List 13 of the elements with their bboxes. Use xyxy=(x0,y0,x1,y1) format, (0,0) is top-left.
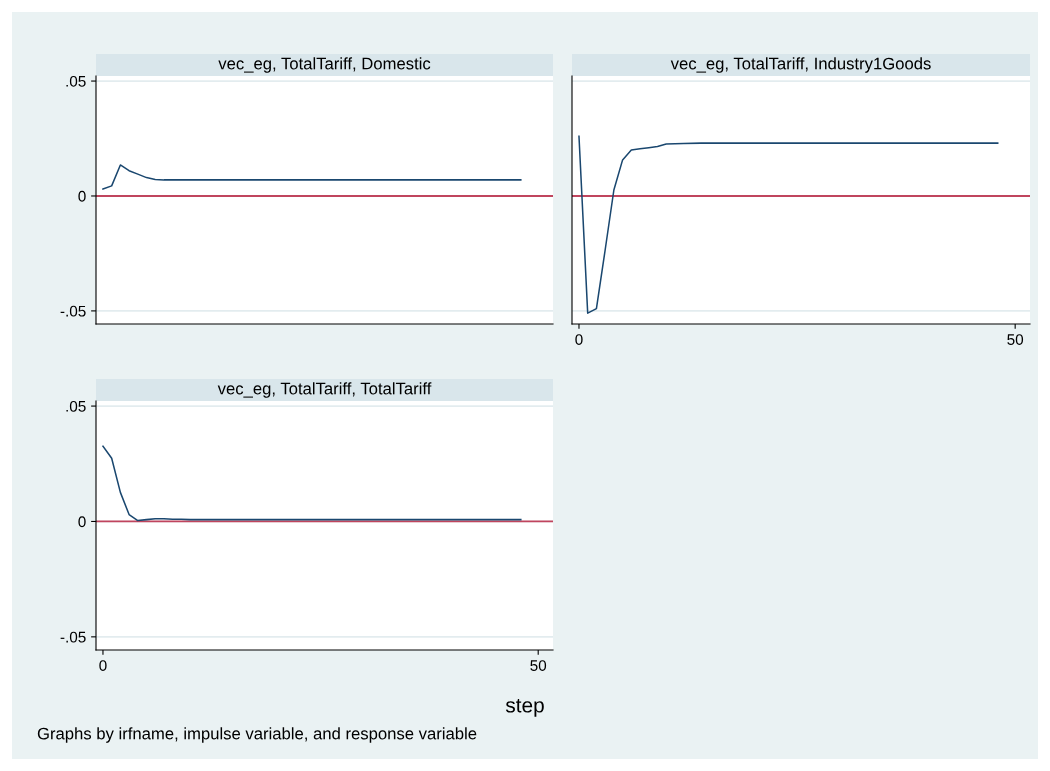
chart-title: vec_eg, TotalTariff, TotalTariff xyxy=(217,382,432,398)
text: Graphs by irfname, impulse variable, and response variable xyxy=(37,727,477,743)
chart-title: vec_eg, TotalTariff, Industry1Goods xyxy=(670,57,931,73)
y-tick-label: 0 xyxy=(78,190,86,202)
x-tick-label: 50 xyxy=(1007,334,1024,345)
y-tick-label: .05 xyxy=(66,400,86,412)
y-tick-label: .05 xyxy=(66,75,86,87)
y-tick-label: -.05 xyxy=(60,631,86,643)
y-tick-label: 0 xyxy=(78,516,86,528)
chart-title: vec_eg, TotalTariff, Domestic xyxy=(218,57,431,73)
y-tick-label: -.05 xyxy=(60,305,86,317)
x-axis-title: step xyxy=(505,698,544,717)
x-tick-label: 50 xyxy=(530,660,547,671)
